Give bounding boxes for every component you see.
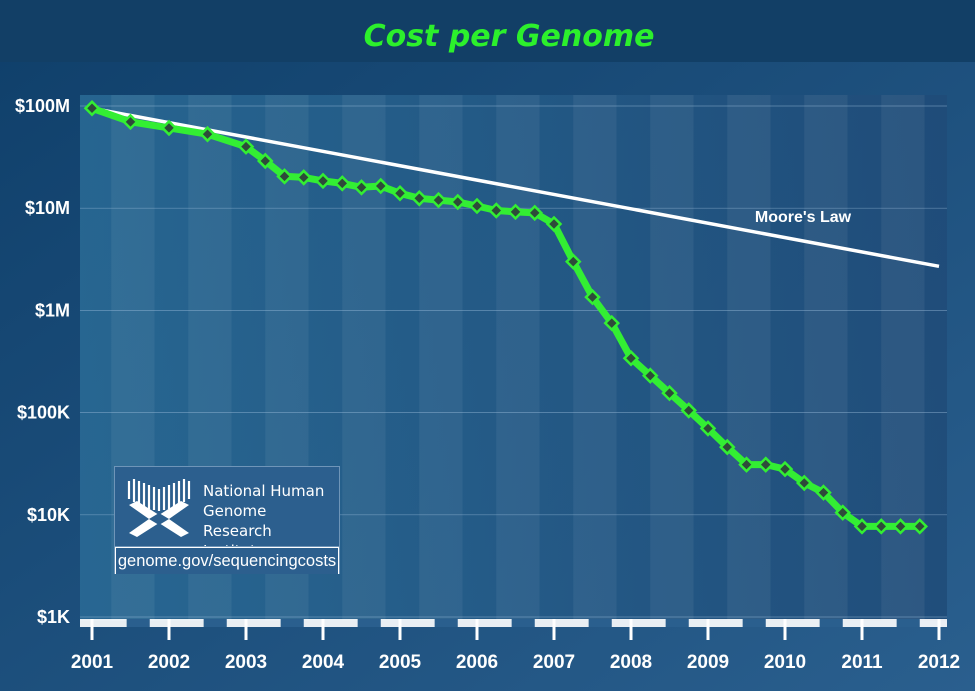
- x-axis-gap: [588, 619, 612, 627]
- source-url-link[interactable]: genome.gov/sequencingcosts: [116, 548, 338, 574]
- data-point-marker: [661, 384, 678, 402]
- data-point-marker: [314, 172, 332, 190]
- data-point-marker: [507, 203, 524, 221]
- data-point-marker: [834, 504, 852, 521]
- data-point-marker: [718, 438, 736, 456]
- data-point-marker: [564, 253, 582, 270]
- y-tick-label: $100K: [17, 403, 70, 423]
- data-point-marker: [199, 125, 216, 143]
- x-tick-label: 2004: [302, 652, 345, 673]
- x-axis-gap: [280, 619, 304, 627]
- logo-line-1: National Human: [203, 482, 325, 500]
- data-point-marker: [122, 113, 139, 131]
- x-axis-gap: [742, 619, 766, 627]
- data-point-marker: [545, 215, 563, 233]
- data-point-marker: [757, 456, 775, 473]
- data-point-marker: [641, 367, 659, 384]
- data-point-marker: [815, 484, 832, 501]
- moores-law-line: [91, 106, 940, 269]
- data-point-marker: [391, 184, 409, 202]
- x-tick-label: 2010: [764, 652, 806, 673]
- x-tick-label: 2003: [225, 652, 267, 673]
- x-tick-label: 2008: [610, 652, 652, 673]
- data-point-marker: [853, 518, 871, 535]
- x-axis-gap: [819, 619, 843, 627]
- series-layer: [83, 100, 940, 535]
- data-point-marker: [603, 314, 621, 332]
- year-stripe: [727, 95, 771, 621]
- year-stripe: [573, 95, 617, 621]
- x-tick-label: 2012: [918, 652, 960, 673]
- source-url-bar: genome.gov/sequencingcosts: [115, 546, 339, 574]
- x-tick-label: 2006: [456, 652, 498, 673]
- data-point-marker: [372, 177, 390, 195]
- year-stripe: [650, 95, 694, 621]
- data-point-marker: [699, 420, 717, 437]
- x-tick-label: 2011: [841, 652, 883, 673]
- year-stripe: [419, 95, 463, 621]
- y-tick-label: $1K: [37, 607, 70, 627]
- data-point-marker: [333, 175, 351, 192]
- x-tick-label: 2002: [148, 652, 190, 673]
- data-point-marker: [237, 138, 255, 155]
- data-point-marker: [795, 474, 813, 492]
- x-axis-gap: [357, 619, 381, 627]
- x-tick-label: 2009: [687, 652, 729, 673]
- logo-line-2: Genome Research: [203, 502, 272, 540]
- x-axis: 2001 2002 2003 2004 2005 2006 2007 2008 2009 2010…: [71, 619, 960, 673]
- moores-law-label: Moore's Law: [755, 209, 852, 226]
- y-tick-label: $1M: [35, 300, 70, 320]
- data-point-marker: [160, 119, 178, 137]
- data-point-marker: [353, 179, 370, 196]
- data-point-marker: [295, 169, 313, 186]
- title-band: [0, 0, 975, 62]
- data-point-marker: [892, 518, 909, 535]
- data-point-marker: [449, 193, 467, 211]
- year-stripe: [342, 95, 386, 621]
- x-axis-gap: [203, 619, 227, 627]
- y-tick-label: $100M: [15, 96, 70, 116]
- x-axis-gap: [665, 619, 689, 627]
- data-point-marker: [680, 402, 698, 419]
- data-point-marker: [622, 350, 640, 367]
- x-tick-label: 2007: [533, 652, 575, 673]
- data-point-marker: [487, 202, 505, 219]
- data-point-marker: [468, 197, 486, 215]
- year-stripe: [881, 95, 925, 621]
- x-tick-label: 2005: [379, 652, 422, 673]
- x-tick-label: 2001: [71, 652, 114, 673]
- data-point-marker: [738, 456, 755, 473]
- x-axis-gap: [511, 619, 535, 627]
- x-axis-gap: [126, 619, 150, 627]
- year-stripe: [496, 95, 540, 621]
- y-tick-label: $10M: [25, 198, 70, 218]
- y-tick-label: $10K: [27, 505, 70, 525]
- nhgri-logo-icon: [127, 479, 191, 537]
- data-point-marker: [872, 518, 890, 535]
- y-axis: $1K $10K $100K $1M $10M $100M: [15, 96, 70, 627]
- data-point-marker: [526, 204, 544, 222]
- data-point-marker: [776, 460, 794, 478]
- year-stripe: [804, 95, 848, 621]
- data-point-marker: [911, 518, 929, 535]
- chart-title: Cost per Genome: [364, 19, 655, 54]
- data-point-marker: [410, 190, 428, 207]
- cost-per-genome-line: [88, 104, 924, 530]
- data-point-marker: [276, 168, 293, 185]
- x-axis-gap: [896, 619, 920, 627]
- x-axis-gap: [434, 619, 458, 627]
- data-point-marker: [584, 288, 601, 306]
- nhgri-logo-panel: National Human Genome Research Institute…: [114, 466, 340, 574]
- data-point-marker: [256, 152, 274, 170]
- data-point-marker: [83, 100, 101, 117]
- data-point-marker: [430, 191, 447, 209]
